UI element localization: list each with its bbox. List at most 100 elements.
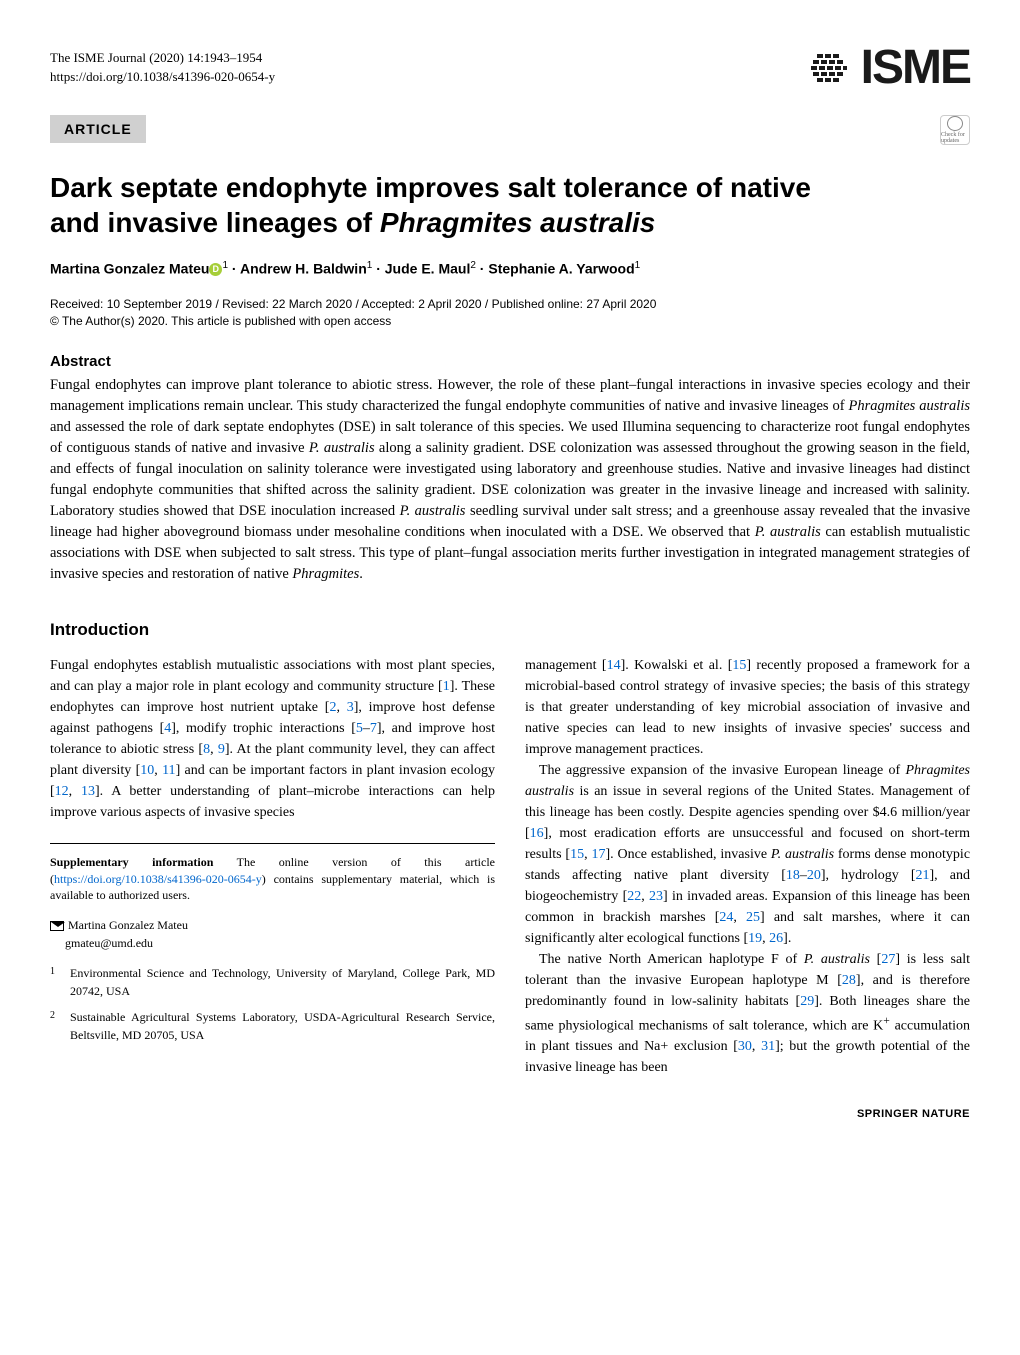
cite-13[interactable]: 13: [81, 784, 95, 799]
affil-2-num: 2: [50, 1008, 70, 1044]
cite-16[interactable]: 16: [530, 826, 544, 841]
intro-para-r1: management [14]. Kowalski et al. [15] re…: [525, 655, 970, 760]
cite-5[interactable]: 5: [356, 721, 363, 736]
affil-2-text: Sustainable Agricultural Systems Laborat…: [70, 1008, 495, 1044]
intro-para-r2: The aggressive expansion of the invasive…: [525, 760, 970, 949]
abstract-i3: P. australis: [400, 503, 466, 519]
intro-para-r3: The native North American haplotype F of…: [525, 949, 970, 1079]
t: ]. Kowalski et al. [: [621, 658, 733, 673]
journal-citation: The ISME Journal (2020) 14:1943–1954: [50, 49, 275, 67]
cite-29[interactable]: 29: [800, 994, 814, 1009]
cite-28[interactable]: 28: [842, 973, 856, 988]
author-3: Jude E. Maul: [385, 261, 471, 277]
cite-12[interactable]: 12: [55, 784, 69, 799]
cite-22[interactable]: 22: [627, 889, 641, 904]
t: ,: [752, 1039, 761, 1054]
affiliations: 1 Environmental Science and Technology, …: [50, 964, 495, 1044]
t: Fungal endophytes establish mutualistic …: [50, 658, 495, 694]
t: ,: [154, 763, 162, 778]
author-4: Stephanie A. Yarwood: [488, 261, 634, 277]
abstract-p6: .: [359, 566, 363, 582]
right-column: management [14]. Kowalski et al. [15] re…: [525, 655, 970, 1079]
journal-info: The ISME Journal (2020) 14:1943–1954 htt…: [50, 49, 275, 85]
title-line2-prefix: and invasive lineages of: [50, 207, 380, 238]
t: management [: [525, 658, 607, 673]
cite-24[interactable]: 24: [719, 910, 733, 925]
corresponding-author: Martina Gonzalez Mateu gmateu@umd.edu: [50, 916, 495, 952]
t: ,: [336, 700, 346, 715]
orcid-icon[interactable]: [209, 263, 222, 276]
cite-17[interactable]: 17: [591, 847, 605, 862]
cite-27[interactable]: 27: [881, 952, 895, 967]
intro-para-left: Fungal endophytes establish mutualistic …: [50, 655, 495, 823]
t: ], hydrology [: [821, 868, 916, 883]
author-sep-2: ·: [372, 261, 384, 277]
cite-1[interactable]: 1: [443, 679, 450, 694]
publisher-logo: SPRINGER NATURE: [50, 1108, 970, 1120]
t: ].: [783, 931, 791, 946]
doi-link[interactable]: https://doi.org/10.1038/s41396-020-0654-…: [50, 68, 275, 86]
abstract-i5: Phragmites: [292, 566, 359, 582]
cite-11[interactable]: 11: [162, 763, 175, 778]
corr-email[interactable]: gmateu@umd.edu: [65, 936, 153, 950]
check-updates-text: Check for updates: [941, 132, 969, 144]
affil-1-text: Environmental Science and Technology, Un…: [70, 964, 495, 1000]
article-label-row: ARTICLE Check for updates: [50, 115, 970, 145]
t: –: [363, 721, 370, 736]
author-1: Martina Gonzalez Mateu: [50, 261, 209, 277]
cite-25[interactable]: 25: [746, 910, 760, 925]
t: [: [870, 952, 881, 967]
cite-3[interactable]: 3: [347, 700, 354, 715]
cite-21[interactable]: 21: [915, 868, 929, 883]
t: ,: [733, 910, 746, 925]
cite-10[interactable]: 10: [140, 763, 154, 778]
article-dates: Received: 10 September 2019 / Revised: 2…: [50, 297, 970, 311]
author-2: Andrew H. Baldwin: [240, 261, 367, 277]
t: ]. A better understanding of plant–micro…: [50, 784, 495, 820]
t: –: [800, 868, 807, 883]
abstract-p1: Fungal endophytes can improve plant tole…: [50, 377, 970, 414]
t: ], modify trophic interactions [: [171, 721, 356, 736]
cite-9[interactable]: 9: [218, 742, 225, 757]
supp-label: Supplementary information: [50, 855, 213, 869]
cite-19[interactable]: 19: [748, 931, 762, 946]
cite-20[interactable]: 20: [807, 868, 821, 883]
affiliation-2: 2 Sustainable Agricultural Systems Labor…: [50, 1008, 495, 1044]
author-list: Martina Gonzalez Mateu 1 · Andrew H. Bald…: [50, 260, 970, 277]
cite-15[interactable]: 15: [732, 658, 746, 673]
abstract-body: Fungal endophytes can improve plant tole…: [50, 375, 970, 585]
article-type-label: ARTICLE: [50, 115, 146, 143]
isme-logo: ISME: [805, 40, 970, 95]
cite-7[interactable]: 7: [370, 721, 377, 736]
title-line2-italic: Phragmites australis: [380, 207, 655, 238]
envelope-icon: [50, 921, 64, 931]
t: The aggressive expansion of the invasive…: [539, 763, 905, 778]
corr-name: Martina Gonzalez Mateu: [68, 918, 188, 932]
author-4-aff: 1: [635, 260, 641, 271]
cite-15b[interactable]: 15: [570, 847, 584, 862]
t: ,: [69, 784, 81, 799]
abstract-i1: Phragmites australis: [848, 398, 970, 414]
cite-18[interactable]: 18: [786, 868, 800, 883]
cite-14[interactable]: 14: [607, 658, 621, 673]
two-column-body: Fungal endophytes establish mutualistic …: [50, 655, 970, 1079]
abstract-heading: Abstract: [50, 353, 970, 370]
isme-text: ISME: [861, 40, 970, 95]
check-updates-icon: [947, 116, 963, 131]
t-italic: P. australis: [771, 847, 834, 862]
cite-31[interactable]: 31: [761, 1039, 775, 1054]
supp-link[interactable]: https://doi.org/10.1038/s41396-020-0654-…: [54, 872, 262, 886]
abstract-i2: P. australis: [309, 440, 375, 456]
author-sep-1: ·: [228, 261, 240, 277]
check-updates-button[interactable]: Check for updates: [940, 115, 970, 145]
intro-heading: Introduction: [50, 620, 970, 640]
cite-30[interactable]: 30: [738, 1039, 752, 1054]
cite-23[interactable]: 23: [649, 889, 663, 904]
t-italic: P. australis: [804, 952, 870, 967]
affil-1-num: 1: [50, 964, 70, 1000]
abstract-i4: P. australis: [755, 524, 821, 540]
globe-icon: [805, 44, 853, 92]
cite-26[interactable]: 26: [769, 931, 783, 946]
t: ,: [641, 889, 649, 904]
t: ,: [210, 742, 218, 757]
